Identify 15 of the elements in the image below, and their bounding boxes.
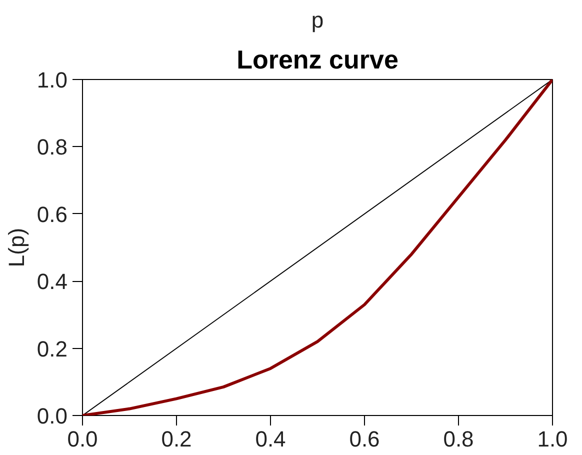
y-tick-label: 0.4 — [36, 269, 68, 294]
x-tick-label: 0.4 — [255, 426, 286, 452]
y-tick-label: 0.6 — [36, 202, 68, 227]
x-tick-label: 0.0 — [67, 426, 98, 452]
x-tick-label: 0.6 — [349, 426, 380, 452]
y-tick-label: 0.2 — [36, 336, 68, 362]
x-tick-label: 1.0 — [537, 426, 568, 452]
chart-title: Lorenz curve — [236, 44, 398, 74]
x-axis-title: p — [311, 8, 324, 32]
x-tick-label: 0.8 — [443, 426, 474, 452]
y-axis-title: L(p) — [4, 228, 29, 268]
y-tick-label: 0.8 — [36, 134, 68, 160]
y-tick-label: 1.0 — [36, 68, 68, 92]
x-tick-label: 0.2 — [161, 426, 192, 452]
y-tick-label: 0.0 — [36, 404, 68, 428]
